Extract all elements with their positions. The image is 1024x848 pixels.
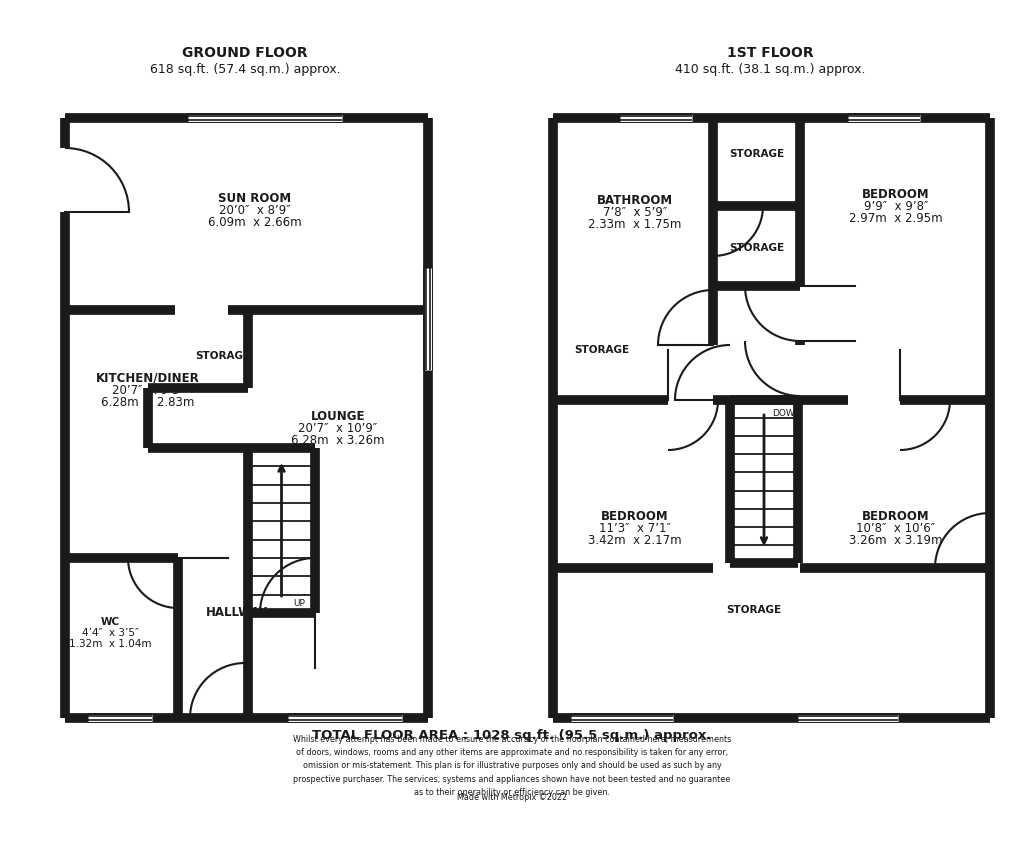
Text: WC: WC [100, 617, 120, 627]
Text: 1ST FLOOR: 1ST FLOOR [727, 46, 813, 60]
Text: 3.26m  x 3.19m: 3.26m x 3.19m [849, 533, 943, 546]
Text: BEDROOM: BEDROOM [862, 510, 930, 522]
Text: 1.32m  x 1.04m: 1.32m x 1.04m [69, 639, 152, 649]
Text: 6.28m  x 2.83m: 6.28m x 2.83m [101, 395, 195, 409]
Text: BEDROOM: BEDROOM [601, 510, 669, 522]
Text: STORAGE: STORAGE [574, 345, 629, 355]
Text: 2.97m  x 2.95m: 2.97m x 2.95m [849, 211, 943, 225]
Text: 9’9″  x 9’8″: 9’9″ x 9’8″ [864, 199, 928, 213]
Text: 6.09m  x 2.66m: 6.09m x 2.66m [208, 215, 302, 228]
Text: STORAGE: STORAGE [195, 351, 250, 361]
Text: UP: UP [294, 599, 305, 607]
Text: LOUNGE: LOUNGE [310, 410, 366, 422]
Text: 3.42m  x 2.17m: 3.42m x 2.17m [588, 533, 682, 546]
Text: 2.33m  x 1.75m: 2.33m x 1.75m [589, 219, 682, 232]
Text: TOTAL FLOOR AREA : 1028 sq.ft. (95.5 sq.m.) approx.: TOTAL FLOOR AREA : 1028 sq.ft. (95.5 sq.… [312, 729, 712, 743]
Text: 4’4″  x 3’5″: 4’4″ x 3’5″ [82, 628, 138, 638]
Text: 20’7″  x 9’3″: 20’7″ x 9’3″ [112, 383, 184, 397]
Text: 6.28m  x 3.26m: 6.28m x 3.26m [291, 433, 385, 447]
Text: 11’3″  x 7’1″: 11’3″ x 7’1″ [599, 522, 671, 534]
Text: BATHROOM: BATHROOM [597, 194, 673, 208]
Text: SUN ROOM: SUN ROOM [218, 192, 292, 204]
Text: 7’8″  x 5’9″: 7’8″ x 5’9″ [603, 207, 667, 220]
Text: 20’0″  x 8’9″: 20’0″ x 8’9″ [219, 204, 291, 216]
Text: 20’7″  x 10’9″: 20’7″ x 10’9″ [298, 421, 378, 434]
Text: 10’8″  x 10’6″: 10’8″ x 10’6″ [856, 522, 936, 534]
Text: 618 sq.ft. (57.4 sq.m.) approx.: 618 sq.ft. (57.4 sq.m.) approx. [150, 64, 340, 76]
Text: HALLWAY: HALLWAY [206, 606, 268, 620]
Text: STORAGE: STORAGE [726, 605, 781, 615]
Text: GROUND FLOOR: GROUND FLOOR [182, 46, 308, 60]
Text: KITCHEN/DINER: KITCHEN/DINER [96, 371, 200, 384]
Text: STORAGE: STORAGE [729, 149, 784, 159]
Text: Made with Metropix ©2022: Made with Metropix ©2022 [457, 794, 567, 802]
Text: BEDROOM: BEDROOM [862, 187, 930, 200]
Text: STORAGE: STORAGE [729, 243, 784, 253]
Text: Whilst every attempt has been made to ensure the accuracy of the floorplan conta: Whilst every attempt has been made to en… [293, 735, 731, 797]
Text: DOWN: DOWN [772, 410, 802, 419]
Text: 410 sq.ft. (38.1 sq.m.) approx.: 410 sq.ft. (38.1 sq.m.) approx. [675, 64, 865, 76]
